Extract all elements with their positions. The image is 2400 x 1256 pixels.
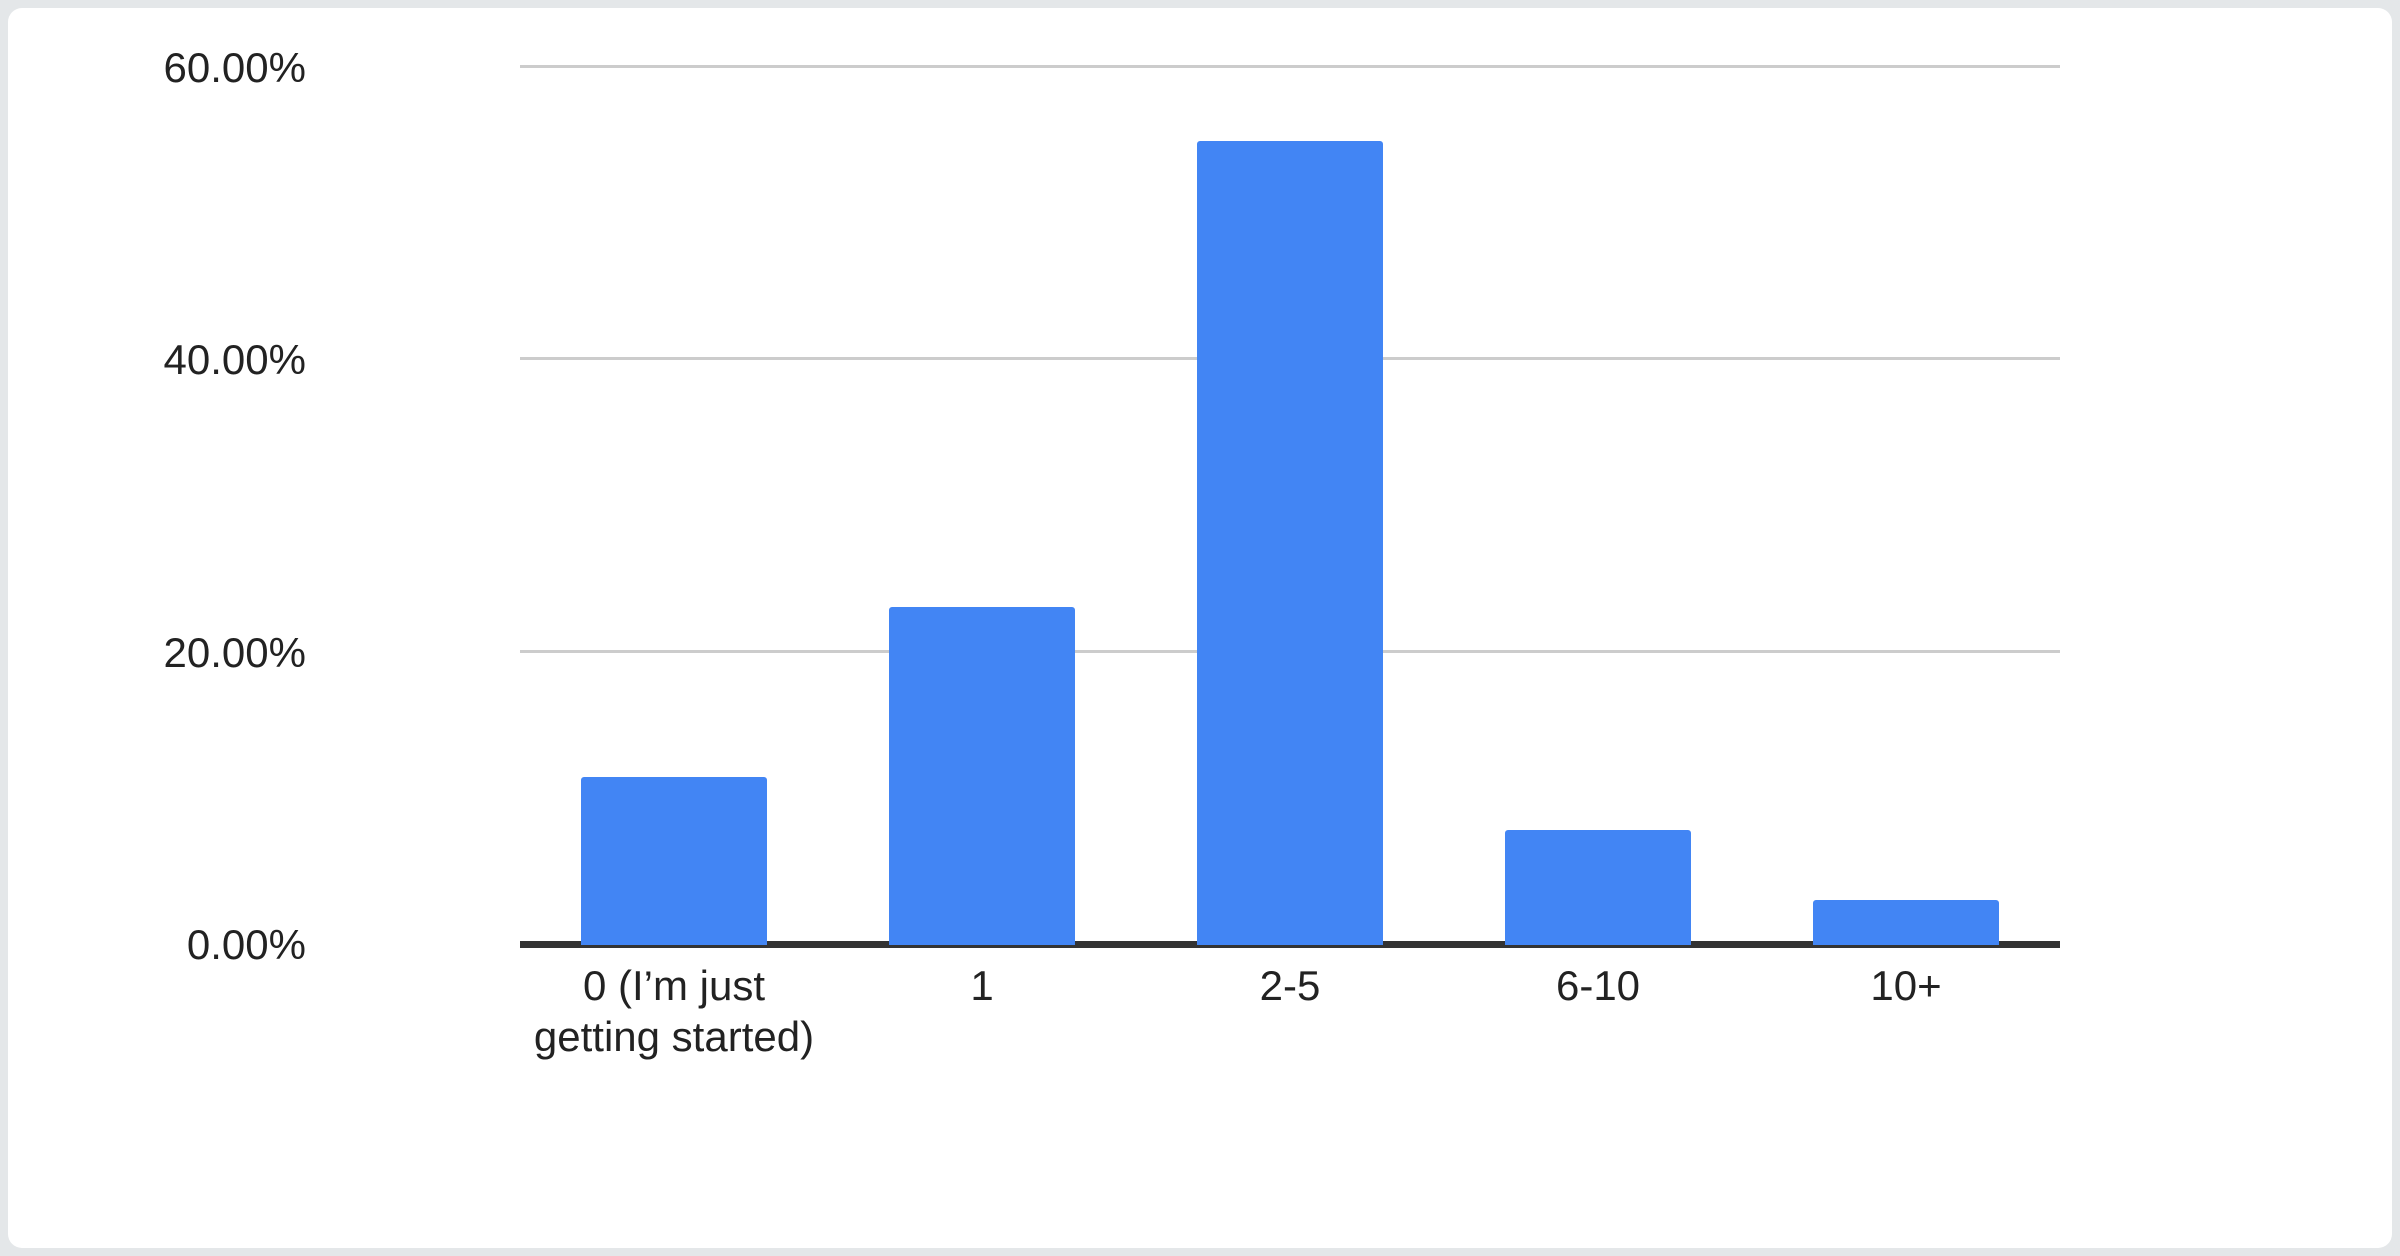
bar[interactable] [889,607,1075,945]
chart-card: 0 (I’m just getting started) 1 2-5 6-10 10+ … [8,8,2392,1248]
x-tick-label: 0 (I’m just getting started) [533,962,815,1061]
bar[interactable] [1505,829,1691,945]
y-tick-label: 40.00% [163,336,306,384]
gridline [520,65,2060,68]
bar-slot [1752,68,2060,945]
y-tick-label: 60.00% [163,44,306,91]
bar-slot [828,68,1136,945]
y-tick-label: 20.00% [163,628,306,676]
bar-slot [520,68,828,945]
plot-area [520,65,2060,948]
y-tick-label: 0.00% [186,921,306,968]
x-tick-label: 2-5 [1259,962,1321,1009]
bar-slot [1444,68,1752,945]
x-tick-label: 6-10 [1555,962,1641,1009]
x-tick-label: 10+ [1870,962,1942,1009]
bar-slot [1136,68,1444,945]
bars-layer [520,68,2060,945]
x-tick-label: 1 [970,962,994,1009]
x-axis-labels: 0 (I’m just getting started) 1 2-5 6-10 10+ [520,960,2060,1062]
bar[interactable] [1197,141,1383,945]
bar[interactable] [581,776,767,945]
bar[interactable] [1813,899,1999,945]
